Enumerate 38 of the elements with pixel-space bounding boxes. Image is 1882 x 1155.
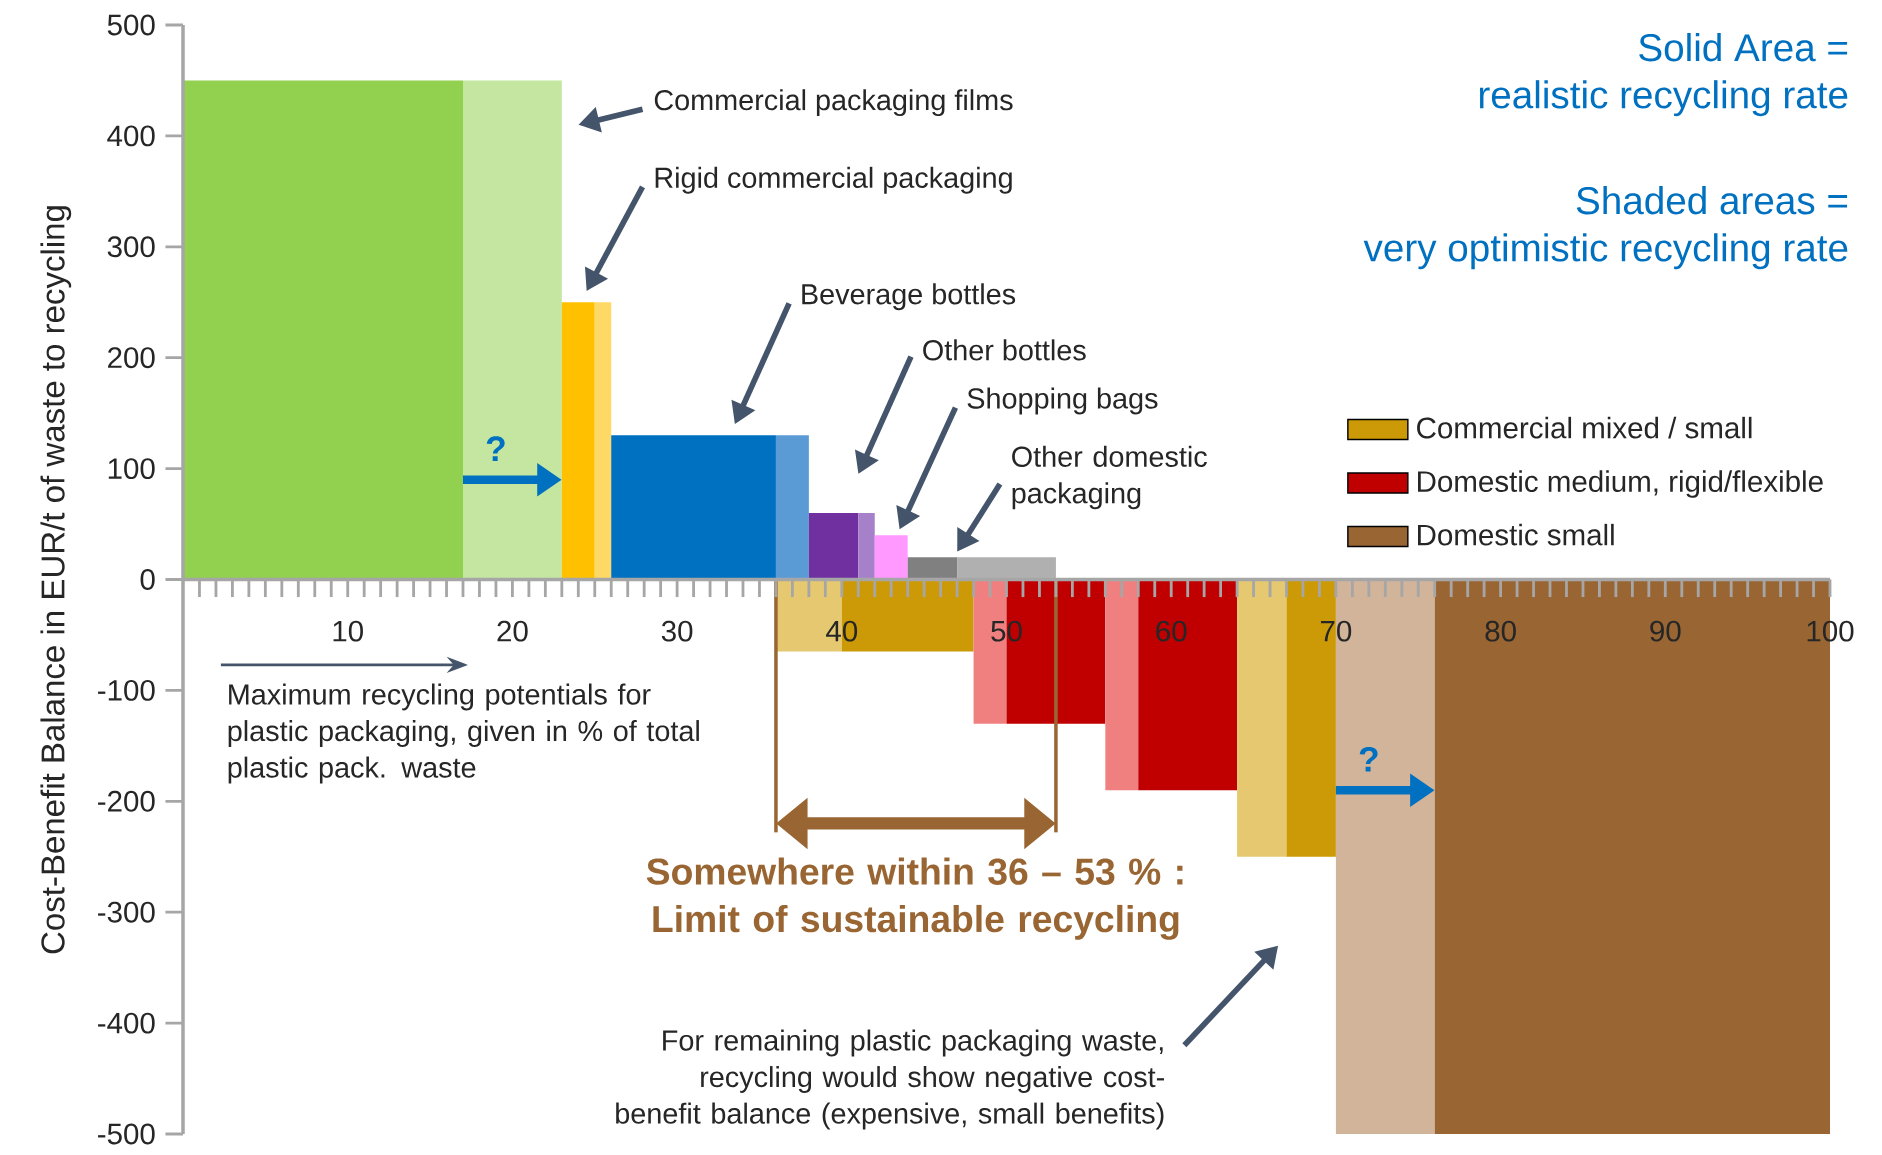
- y-tick-label: 0: [140, 569, 155, 590]
- annotation: Somewhere within 36 – 53 % : Limit of sustainable recycling: [646, 857, 1183, 940]
- y-tick-label: -300: [98, 901, 155, 923]
- x-tick-label: 70: [1320, 620, 1352, 642]
- y-tick-label: 200: [108, 347, 155, 369]
- annotation: ?: [1359, 746, 1378, 772]
- annotation: very optimistic recycling rate: [1363, 233, 1848, 270]
- x-tick-label: 10: [333, 620, 363, 642]
- annotation: Shopping bags: [967, 387, 1158, 415]
- y-tick-label: -400: [98, 1012, 155, 1034]
- annotation: Maximum recycling potentials for plastic packaging, given in % of total plastic pack. waste: [228, 683, 699, 784]
- y-axis-title: Cost-Benefit Balance in EUR/t of waste to recycling: [40, 206, 72, 954]
- annotation: Beverage bottles: [802, 283, 1016, 311]
- y-tick-label: 500: [107, 14, 155, 36]
- annotation: ?: [486, 436, 505, 461]
- y-tick-label: 300: [107, 236, 155, 258]
- legend-label: Commercial mixed / small: [1417, 416, 1752, 439]
- x-tick-label: 60: [1156, 620, 1187, 642]
- y-tick-label: 400: [107, 125, 155, 147]
- y-tick-label: -500: [98, 1123, 155, 1145]
- annotation: Solid Area =: [1639, 32, 1848, 62]
- x-tick-label: 30: [661, 620, 693, 642]
- x-tick-label: 90: [1650, 620, 1681, 642]
- y-tick-label: -100: [98, 679, 155, 701]
- legend-label: Domestic small: [1418, 523, 1614, 546]
- y-tick-label: -200: [98, 790, 155, 812]
- x-tick-label: 80: [1485, 620, 1516, 642]
- x-tick-label: 50: [991, 620, 1022, 642]
- x-tick-label: 20: [497, 620, 528, 642]
- annotation: Rigid commercial packaging: [655, 166, 1012, 194]
- y-tick-label: 100: [108, 458, 155, 480]
- annotation: For remaining plastic packaging waste, recycling would show negative cost-benefit balance (expensive, small benefits): [616, 1029, 1164, 1130]
- annotation: Other domestic packaging: [1012, 445, 1207, 510]
- annotation: Other bottles: [923, 339, 1086, 361]
- annotation: Shaded areas =: [1576, 186, 1848, 215]
- legend-label: Domestic medium, rigid/flexible: [1418, 470, 1823, 498]
- annotation: realistic recycling rate: [1479, 80, 1848, 117]
- annotation: Commercial packaging films: [654, 89, 1013, 117]
